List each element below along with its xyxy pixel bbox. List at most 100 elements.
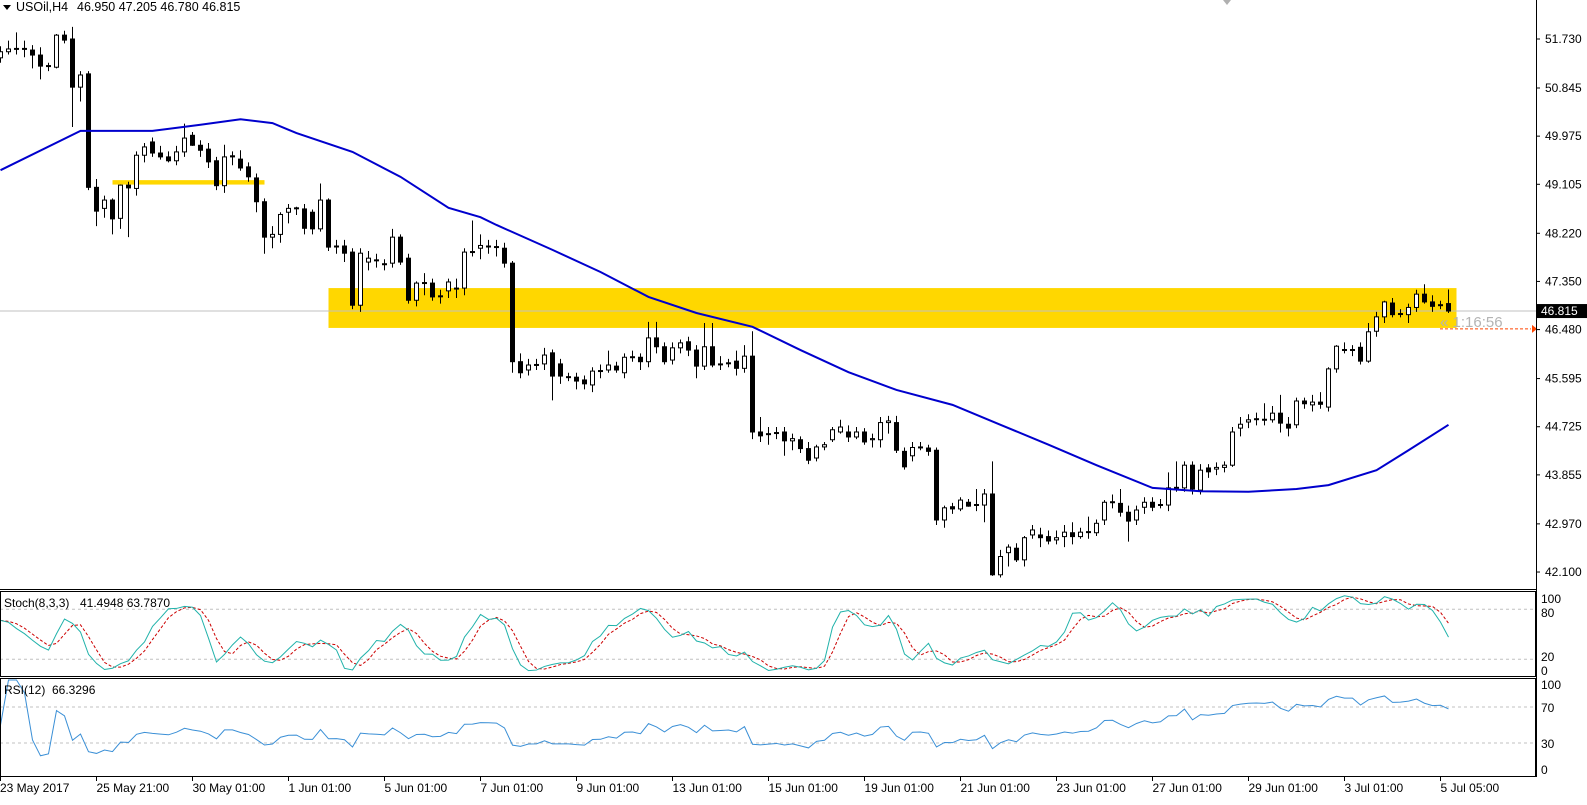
candle-body-bear	[966, 501, 971, 507]
candle	[502, 242, 507, 268]
candle	[430, 278, 435, 301]
candle	[1150, 497, 1155, 512]
candle-body-bull	[670, 347, 675, 361]
candle	[14, 32, 19, 55]
candle	[190, 131, 195, 146]
candle-body-bear	[262, 201, 267, 238]
candle	[174, 145, 179, 166]
candle-body-bull	[470, 251, 475, 254]
candle-body-bull	[854, 431, 859, 438]
candle-body-bull	[838, 426, 843, 433]
candle	[750, 331, 755, 440]
candle	[46, 62, 51, 72]
candle-body-bear	[38, 54, 43, 67]
candle	[70, 26, 75, 128]
candle-body-bear	[766, 433, 771, 436]
candle-body-bull	[1022, 537, 1027, 561]
candle-body-bear	[158, 152, 163, 158]
price-tick-label: 47.350	[1545, 274, 1582, 288]
candle	[1438, 300, 1443, 310]
stochastic-pane[interactable]	[0, 595, 1536, 672]
price-tick-label: 51.730	[1545, 32, 1582, 46]
candle-body-bull	[1254, 418, 1259, 421]
candle-body-bull	[438, 295, 443, 298]
candle-body-bear	[246, 166, 251, 178]
triangle-down-icon[interactable]	[3, 5, 11, 10]
candle-body-bull	[454, 287, 459, 290]
candle-body-bear	[22, 47, 27, 50]
candle-body-bull	[1270, 412, 1275, 421]
candle-body-bear	[694, 349, 699, 367]
candle	[1126, 505, 1131, 542]
candle-body-bear	[638, 356, 643, 363]
candle	[22, 40, 27, 58]
candle-body-bear	[502, 247, 507, 264]
candle	[934, 447, 939, 525]
candle	[1286, 417, 1291, 437]
resistance-zone[interactable]	[328, 288, 1457, 328]
current-price-box	[1537, 304, 1587, 319]
candle-body-bull	[590, 370, 595, 386]
candle	[1190, 461, 1195, 495]
candle	[54, 34, 59, 69]
candle	[742, 345, 747, 373]
candle	[494, 239, 499, 257]
candle	[1430, 295, 1435, 312]
candle	[390, 228, 395, 268]
time-tick-label: 5 Jul 05:00	[1441, 781, 1500, 795]
candle-body-bull	[446, 281, 451, 292]
candle-body-bull	[1350, 349, 1355, 352]
candle-body-bull	[54, 34, 59, 68]
candle-body-bull	[414, 282, 419, 301]
candle	[222, 144, 227, 193]
price-pane[interactable]: « 1:16:56	[0, 26, 1537, 578]
candle-body-bear	[710, 346, 715, 366]
candle	[1230, 427, 1235, 467]
candle	[574, 372, 579, 390]
candle	[678, 339, 683, 354]
candle-body-bull	[46, 65, 51, 68]
candle	[1102, 500, 1107, 525]
time-tick-label: 29 Jun 01:00	[1249, 781, 1319, 795]
candle	[790, 433, 795, 451]
support-line-zone[interactable]	[112, 180, 265, 185]
candle-body-bear	[662, 346, 667, 363]
candle	[966, 498, 971, 507]
price-tick-label: 50.845	[1545, 81, 1582, 95]
candle	[350, 248, 355, 310]
candle-body-bull	[1326, 368, 1331, 408]
candle	[366, 250, 371, 271]
candle-body-bear	[1358, 346, 1363, 362]
candle	[1110, 494, 1115, 509]
candle-body-bull	[774, 432, 779, 435]
candle	[998, 549, 1003, 578]
candle-body-bull	[1166, 487, 1171, 506]
rsi-pane[interactable]	[0, 679, 1536, 757]
candle	[1310, 394, 1315, 412]
candle	[1070, 522, 1075, 545]
candle-body-bear	[750, 355, 755, 433]
candle	[310, 209, 315, 235]
candle	[534, 358, 539, 370]
candle	[286, 203, 291, 224]
candle-body-bull	[1102, 501, 1107, 521]
candle	[926, 444, 931, 456]
candle	[846, 425, 851, 442]
candle-body-bull	[1382, 301, 1387, 318]
candle-body-bear	[1318, 401, 1323, 405]
candle-body-bull	[1310, 401, 1315, 406]
candle	[1398, 309, 1403, 318]
candle	[478, 234, 483, 260]
candle-body-bear	[782, 431, 787, 442]
rsi-line	[0, 679, 1449, 757]
candle	[1358, 342, 1363, 365]
candle	[1030, 524, 1035, 539]
candle-body-bull	[1182, 464, 1187, 489]
candle-body-bull	[790, 438, 795, 442]
chart-shift-marker-icon[interactable]	[1223, 0, 1231, 5]
candle-body-bear	[110, 199, 115, 220]
price-tick-label: 49.105	[1545, 177, 1582, 191]
candle	[1222, 461, 1227, 473]
